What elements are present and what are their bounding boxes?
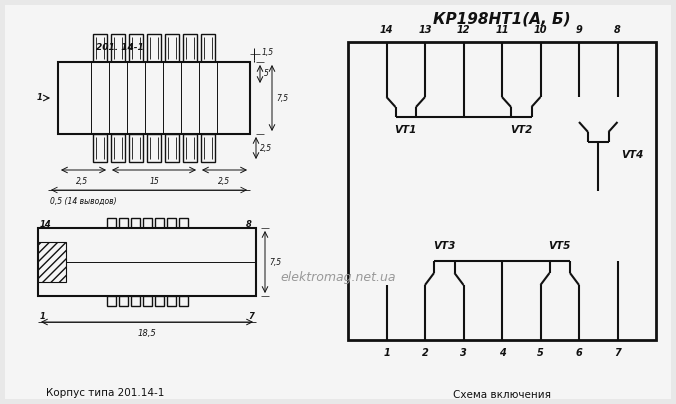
Bar	[118, 218, 128, 228]
Text: Корпус типа 201.14-1: Корпус типа 201.14-1	[46, 388, 164, 398]
Text: 2: 2	[422, 348, 429, 358]
Bar	[129, 34, 143, 62]
Bar	[178, 296, 187, 306]
Text: 2,5: 2,5	[260, 143, 272, 152]
Text: 7,5: 7,5	[269, 257, 281, 267]
Bar	[348, 42, 656, 340]
Bar	[143, 218, 151, 228]
Text: VT3: VT3	[433, 241, 456, 251]
Text: 18,5: 18,5	[138, 329, 156, 338]
Text: Схема включения: Схема включения	[453, 390, 551, 400]
Bar	[201, 34, 215, 62]
Text: 13: 13	[418, 25, 432, 35]
Bar	[178, 218, 187, 228]
Text: VT5: VT5	[548, 241, 571, 251]
Text: 11: 11	[496, 25, 509, 35]
Text: 15: 15	[150, 177, 160, 186]
Bar	[130, 218, 139, 228]
Text: 14: 14	[380, 25, 393, 35]
Bar	[107, 218, 116, 228]
Bar	[143, 296, 151, 306]
Text: 7,5: 7,5	[276, 93, 288, 103]
Text: elektromag.net.ua: elektromag.net.ua	[281, 271, 395, 284]
Text: 14: 14	[40, 220, 52, 229]
Text: 2,5: 2,5	[76, 177, 89, 186]
Bar	[147, 34, 161, 62]
Bar	[165, 134, 179, 162]
Text: 2,5: 2,5	[218, 177, 231, 186]
Bar	[111, 34, 125, 62]
Bar	[107, 296, 116, 306]
Bar	[165, 34, 179, 62]
Text: 7: 7	[614, 348, 621, 358]
Text: 8: 8	[614, 25, 621, 35]
Bar	[38, 228, 256, 296]
Text: 0,5 (14 выводов): 0,5 (14 выводов)	[50, 197, 117, 206]
Text: 9: 9	[576, 25, 583, 35]
Bar	[129, 134, 143, 162]
Bar	[166, 218, 176, 228]
Bar	[166, 296, 176, 306]
Text: VT1: VT1	[395, 125, 417, 135]
Bar	[111, 134, 125, 162]
Bar	[93, 34, 107, 62]
Bar	[130, 296, 139, 306]
Text: 12: 12	[457, 25, 470, 35]
Text: 4: 4	[499, 348, 506, 358]
Bar	[38, 242, 66, 282]
Text: 10: 10	[534, 25, 548, 35]
Bar	[183, 34, 197, 62]
Text: 5: 5	[537, 348, 544, 358]
Text: 201. 14-1: 201. 14-1	[96, 44, 144, 53]
Bar	[183, 134, 197, 162]
Text: 6: 6	[576, 348, 583, 358]
Bar	[155, 296, 164, 306]
Text: КР198НТ1(А, Б): КР198НТ1(А, Б)	[433, 11, 571, 26]
Bar	[93, 134, 107, 162]
Text: VT4: VT4	[621, 150, 644, 160]
Bar	[58, 62, 250, 134]
Text: VT2: VT2	[510, 125, 533, 135]
Text: 1,5: 1,5	[262, 48, 274, 57]
Text: 1: 1	[37, 93, 43, 103]
Text: 7: 7	[248, 312, 254, 321]
Bar	[118, 296, 128, 306]
Text: 8: 8	[246, 220, 252, 229]
Text: 1: 1	[383, 348, 390, 358]
Text: 3: 3	[460, 348, 467, 358]
Bar	[201, 134, 215, 162]
Text: 1: 1	[40, 312, 46, 321]
Text: 5: 5	[264, 69, 269, 78]
Bar	[155, 218, 164, 228]
Bar	[147, 134, 161, 162]
